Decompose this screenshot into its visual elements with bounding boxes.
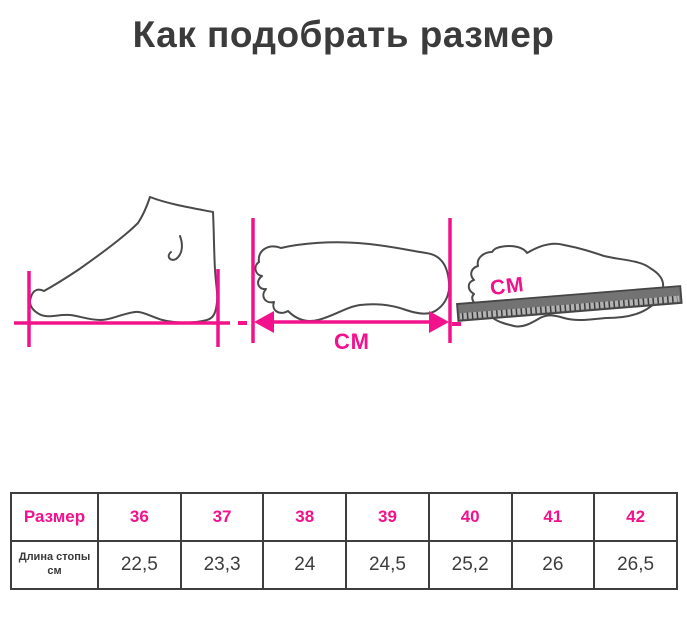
arrowhead-left-icon [254,311,274,333]
arrowhead-right-icon [429,311,449,333]
length-row-header: Длина стопы см [10,540,99,590]
size-row-header: Размер [10,492,99,542]
length-cell: 25,2 [427,540,513,590]
length-cell: 26,5 [593,540,678,590]
footprint-length-arrow-illustration: СМ [251,218,452,354]
length-row: Длина стопы см 22,5 23,3 24 24,5 25,2 26… [10,540,678,590]
size-cell: 42 [593,492,678,542]
size-table: Размер 36 37 38 39 40 41 42 Длина стопы … [10,492,678,590]
size-cell: 38 [262,492,348,542]
size-cell: 39 [345,492,430,542]
size-row: Размер 36 37 38 39 40 41 42 [10,492,678,542]
length-cell: 23,3 [179,540,265,590]
foot-side-measure-illustration [14,196,230,347]
size-cell: 36 [97,492,182,542]
size-cell: 37 [179,492,265,542]
footprint-ruler-illustration: СМ [456,242,683,328]
measure-line-stub [238,321,247,325]
page-title: Как подобрать размер [132,14,555,55]
measure-line-stub [452,322,461,326]
foot-side-outline-icon [29,196,219,324]
size-cell: 40 [427,492,513,542]
length-cell: 22,5 [97,540,182,590]
length-cell: 26 [510,540,596,590]
footprint-outline-icon [254,241,451,322]
cm-label: СМ [334,329,370,354]
ankle-bone-mark-icon [167,235,183,261]
cm-label: СМ [489,273,526,300]
length-cell: 24,5 [345,540,430,590]
ruler-icon [456,285,683,322]
length-cell: 24 [262,540,348,590]
footprint-outline-icon [467,242,665,328]
size-cell: 41 [510,492,596,542]
